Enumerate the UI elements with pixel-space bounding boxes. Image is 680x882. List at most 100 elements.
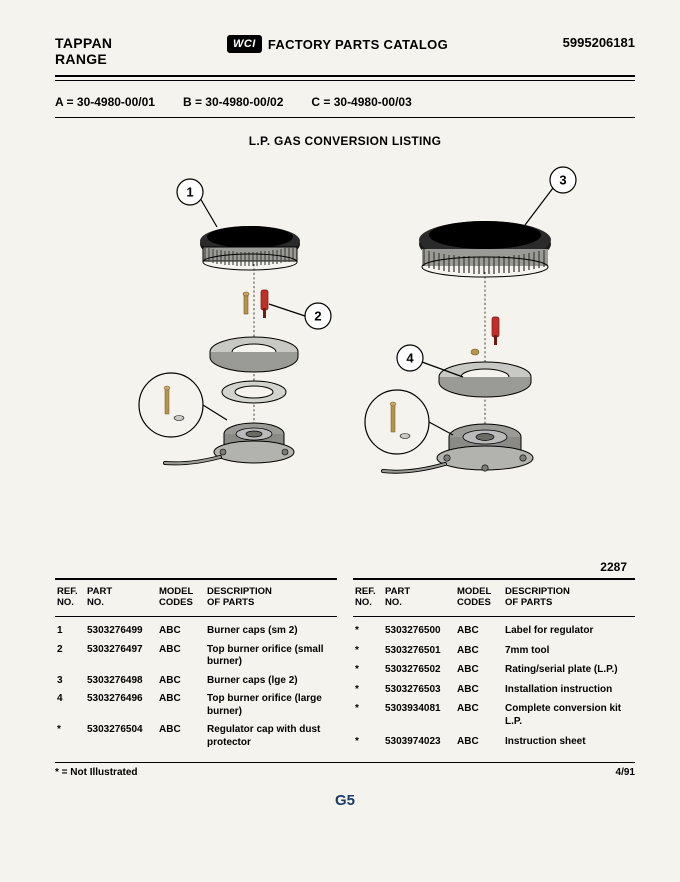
cell-desc: Label for regulator bbox=[503, 617, 635, 642]
cell-ref: 2 bbox=[55, 641, 85, 672]
cell-model: ABC bbox=[455, 617, 503, 642]
brand-block: TAPPAN RANGE bbox=[55, 35, 112, 67]
model-code-row: A = 30-4980-00/01 B = 30-4980-00/02 C = … bbox=[55, 81, 635, 115]
model-b: B = 30-4980-00/02 bbox=[183, 95, 283, 109]
right-detail-circle-icon bbox=[365, 390, 453, 454]
callout-3: 3 bbox=[525, 167, 576, 225]
cell-part: 5303276497 bbox=[85, 641, 157, 672]
cell-part: 5303934081 bbox=[383, 700, 455, 733]
footnote-text: * = Not Illustrated bbox=[55, 767, 138, 778]
cell-desc: Regulator cap with dust protector bbox=[205, 721, 337, 752]
table-row: 35303276498ABCBurner caps (lge 2) bbox=[55, 672, 337, 691]
table-row: 45303276496ABCTop burner orifice (large … bbox=[55, 690, 337, 721]
cell-ref: * bbox=[55, 721, 85, 752]
table-row: *5303276504ABCRegulator cap with dust pr… bbox=[55, 721, 337, 752]
diagram-number: 2287 bbox=[55, 560, 635, 574]
cell-desc: 7mm tool bbox=[503, 642, 635, 661]
callout-2: 2 bbox=[269, 303, 331, 329]
table-row: *5303974023ABCInstruction sheet bbox=[353, 733, 635, 752]
cell-desc: Burner caps (lge 2) bbox=[205, 672, 337, 691]
left-mid-ring-icon bbox=[222, 381, 286, 403]
cell-model: ABC bbox=[455, 661, 503, 680]
th-part: PART NO. bbox=[85, 579, 157, 616]
page-footer: * = Not Illustrated 4/91 bbox=[55, 767, 635, 778]
cell-part: 5303276501 bbox=[383, 642, 455, 661]
page-container: TAPPAN RANGE WCI FACTORY PARTS CATALOG 5… bbox=[0, 0, 680, 829]
document-number: 5995206181 bbox=[563, 35, 635, 50]
cell-ref: * bbox=[353, 617, 383, 642]
cell-model: ABC bbox=[157, 672, 205, 691]
cell-desc: Complete conversion kit L.P. bbox=[503, 700, 635, 733]
cell-part: 5303276496 bbox=[85, 690, 157, 721]
cell-part: 5303276498 bbox=[85, 672, 157, 691]
header-rule-thick bbox=[55, 75, 635, 77]
diagram-svg: 1 2 3 4 bbox=[55, 152, 635, 562]
cell-model: ABC bbox=[157, 617, 205, 641]
left-detail-circle-icon bbox=[139, 373, 227, 437]
th-ref: REF. NO. bbox=[353, 579, 383, 616]
catalog-title-text: FACTORY PARTS CATALOG bbox=[268, 37, 448, 52]
cell-ref: * bbox=[353, 661, 383, 680]
cell-ref: * bbox=[353, 681, 383, 700]
cell-desc: Instruction sheet bbox=[503, 733, 635, 752]
th-ref: REF. NO. bbox=[55, 579, 85, 616]
svg-text:4: 4 bbox=[406, 351, 414, 366]
exploded-diagram: 1 2 3 4 bbox=[55, 152, 635, 562]
brand-line1: TAPPAN bbox=[55, 35, 112, 51]
cell-part: 5303276503 bbox=[383, 681, 455, 700]
svg-text:1: 1 bbox=[186, 185, 193, 200]
cell-model: ABC bbox=[157, 721, 205, 752]
table-row: *5303276500ABCLabel for regulator bbox=[353, 617, 635, 642]
right-top-ring-icon bbox=[439, 362, 531, 397]
left-burner-cap-icon bbox=[200, 226, 300, 270]
table-row: *5303934081ABCComplete conversion kit L.… bbox=[353, 700, 635, 733]
left-orifice-hardware-icon bbox=[243, 290, 268, 318]
cell-model: ABC bbox=[455, 700, 503, 733]
cell-part: 5303276500 bbox=[383, 617, 455, 642]
cell-model: ABC bbox=[455, 642, 503, 661]
model-rule bbox=[55, 117, 635, 118]
table-row: 25303276497ABCTop burner orifice (small … bbox=[55, 641, 337, 672]
cell-model: ABC bbox=[157, 690, 205, 721]
svg-text:3: 3 bbox=[559, 173, 566, 188]
cell-ref: 3 bbox=[55, 672, 85, 691]
table-row: 15303276499ABCBurner caps (sm 2) bbox=[55, 617, 337, 641]
brand-line2: RANGE bbox=[55, 51, 112, 67]
catalog-title-block: WCI FACTORY PARTS CATALOG bbox=[227, 35, 448, 53]
model-c: C = 30-4980-00/03 bbox=[311, 95, 411, 109]
cell-ref: * bbox=[353, 642, 383, 661]
right-burner-cap-icon bbox=[419, 221, 551, 277]
cell-model: ABC bbox=[157, 641, 205, 672]
parts-table-left: REF. NO. PART NO. MODEL CODES DESCRIPTIO… bbox=[55, 578, 337, 752]
cell-desc: Installation instruction bbox=[503, 681, 635, 700]
th-model: MODEL CODES bbox=[455, 579, 503, 616]
cell-ref: * bbox=[353, 700, 383, 733]
cell-part: 5303276499 bbox=[85, 617, 157, 641]
right-orifice-hardware-icon bbox=[471, 317, 499, 355]
cell-ref: 1 bbox=[55, 617, 85, 641]
table-row: *5303276503ABCInstallation instruction bbox=[353, 681, 635, 700]
footnote-rule bbox=[55, 762, 635, 763]
cell-desc: Top burner orifice (small burner) bbox=[205, 641, 337, 672]
wci-logo: WCI bbox=[227, 35, 262, 53]
date-text: 4/91 bbox=[616, 767, 635, 778]
th-part: PART NO. bbox=[383, 579, 455, 616]
cell-model: ABC bbox=[455, 681, 503, 700]
table-row: *5303276502ABCRating/serial plate (L.P.) bbox=[353, 661, 635, 680]
section-title: L.P. GAS CONVERSION LISTING bbox=[55, 134, 635, 148]
parts-table-right: REF. NO. PART NO. MODEL CODES DESCRIPTIO… bbox=[353, 578, 635, 752]
cell-part: 5303276502 bbox=[383, 661, 455, 680]
cell-model: ABC bbox=[455, 733, 503, 752]
th-model: MODEL CODES bbox=[157, 579, 205, 616]
callout-1: 1 bbox=[177, 179, 217, 227]
left-top-ring-icon bbox=[210, 337, 298, 372]
cell-desc: Rating/serial plate (L.P.) bbox=[503, 661, 635, 680]
cell-ref: * bbox=[353, 733, 383, 752]
page-number: G5 bbox=[55, 792, 635, 809]
parts-tables: REF. NO. PART NO. MODEL CODES DESCRIPTIO… bbox=[55, 578, 635, 752]
model-a: A = 30-4980-00/01 bbox=[55, 95, 155, 109]
cell-desc: Burner caps (sm 2) bbox=[205, 617, 337, 641]
table-row: *5303276501ABC7mm tool bbox=[353, 642, 635, 661]
cell-desc: Top burner orifice (large burner) bbox=[205, 690, 337, 721]
page-header: TAPPAN RANGE WCI FACTORY PARTS CATALOG 5… bbox=[55, 35, 635, 67]
